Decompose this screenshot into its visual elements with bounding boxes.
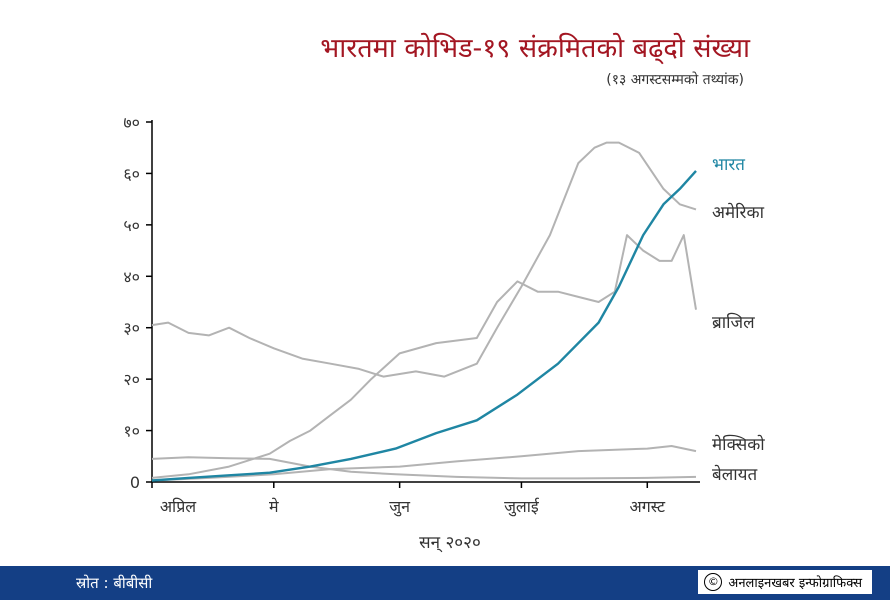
line-chart: 0 १० २० ३० ४० ५० ६० ७० अप्रिल मे जुन जुलाई अगस्ट भा… [123,113,765,553]
y-axis-ticks: 0 १० २० ३० ४० ५० ६० ७० [123,113,152,492]
series-label: मेक्सिको [712,434,765,455]
copyright-icon: © [704,573,723,591]
series-labels: भारत अमेरिका ब्राजिल मेक्सिको बेलायत [712,155,765,485]
x-axis-title: सन् २०२० [419,533,481,553]
y-tick-label: ७० [123,113,140,132]
y-tick-label: ५० [123,216,140,235]
x-tick-label: मे [269,497,279,516]
credit-text: अनलाइनखबर इन्फोग्राफिक्स [728,576,862,591]
y-tick-label: १० [123,422,140,441]
y-tick-label: ४० [123,267,140,286]
y-tick-label: ६० [123,164,140,183]
x-axis-ticks: अप्रिल मे जुन जुलाई अगस्ट [151,482,666,517]
series-label: भारत [712,155,745,175]
x-tick-label: जुन [389,497,411,517]
x-tick-label: अगस्ट [630,497,666,516]
y-tick-label: २० [123,370,140,389]
source-text: स्रोत : बीबीसी [76,574,153,592]
series-label: बेलायत [712,464,757,485]
series-line [151,141,697,378]
y-tick-label: ३० [123,319,140,338]
y-tick-label: 0 [130,473,140,492]
x-tick-label: जुलाई [504,497,540,517]
series-label: ब्राजिल [712,312,755,333]
series-layer [151,141,697,482]
series-line [151,445,697,482]
chart-subtitle: (१३ अगस्टसम्मको तथ्यांक) [606,72,744,88]
series-line [151,456,697,480]
series-label: अमेरिका [712,202,765,223]
credit-box: © अनलाइनखबर इन्फोग्राफिक्स [698,570,872,594]
series-line [151,234,697,479]
series-line [151,170,697,482]
footer-bar: स्रोत : बीबीसी © अनलाइनखबर इन्फोग्राफिक्… [0,566,890,600]
chart-title: भारतमा कोभिड-१९ संक्रमितको बढ्दो संख्या [320,33,750,64]
x-tick-label: अप्रिल [160,497,197,516]
